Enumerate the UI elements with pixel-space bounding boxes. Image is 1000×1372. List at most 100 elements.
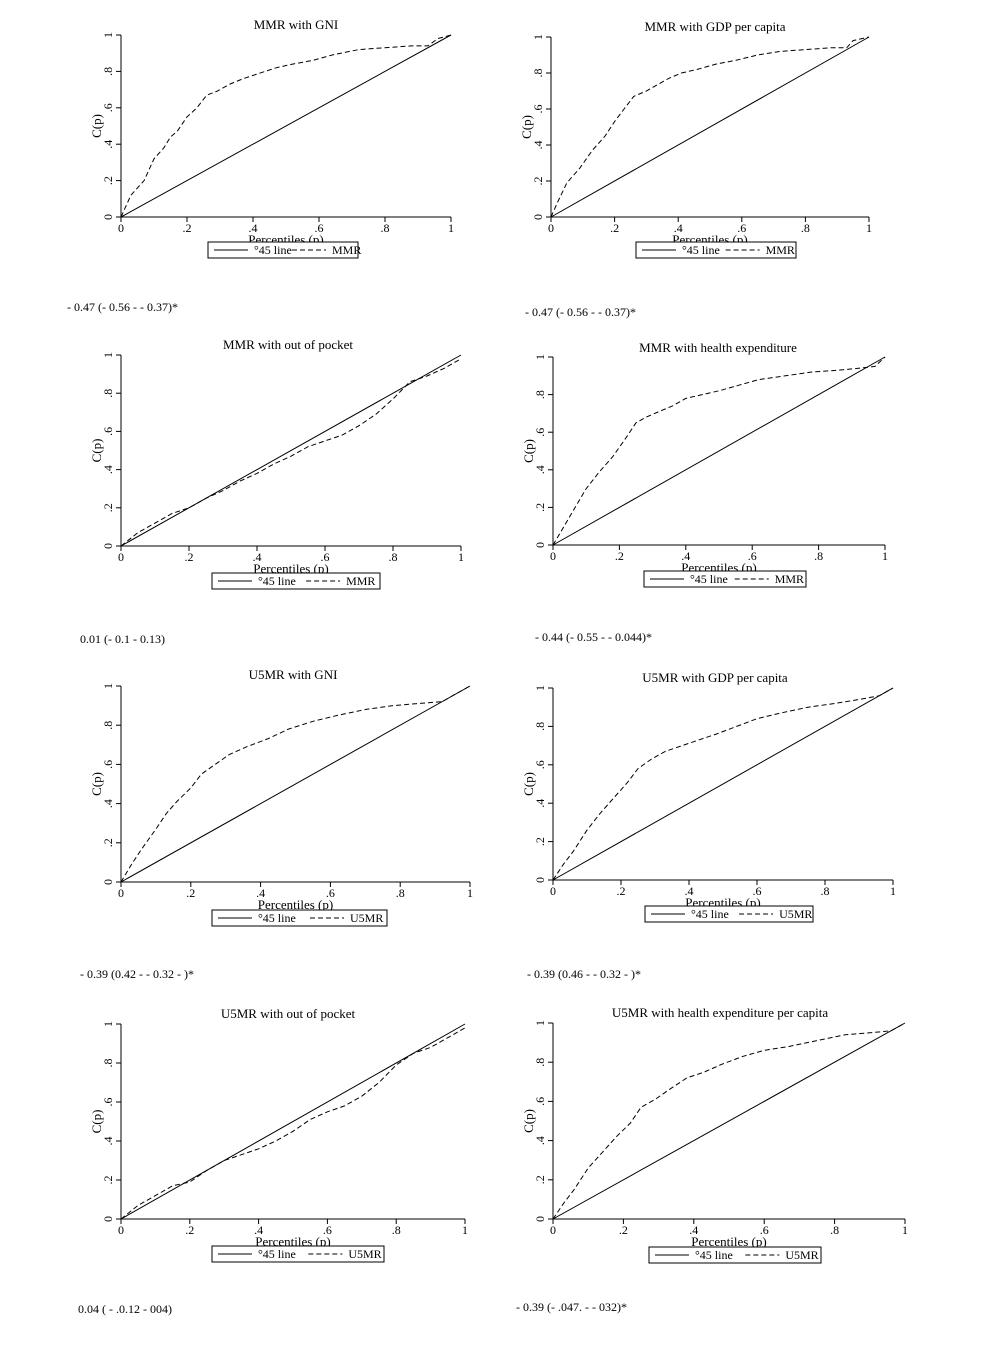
y-tick-label: .6	[101, 760, 115, 769]
y-tick-label: 0	[101, 879, 115, 885]
x-tick-label: 1	[467, 886, 473, 900]
x-tick-label: 1	[448, 221, 454, 235]
series-line-u5mr	[120, 685, 471, 883]
legend-box	[207, 241, 359, 259]
x-tick-label: 0	[118, 550, 124, 564]
x-tick-label: .2	[615, 549, 624, 563]
y-tick-label: .6	[101, 427, 115, 436]
y-tick-label: 1	[533, 1020, 547, 1026]
y-tick-label: 0	[533, 542, 547, 548]
x-tick-label: .2	[183, 221, 192, 235]
x-tick-label: .6	[748, 549, 757, 563]
x-tick-label: .8	[381, 221, 390, 235]
y-tick-label: .8	[531, 69, 545, 78]
legend-label-series: U5MR	[779, 907, 812, 921]
concentration-index-text: - 0.44 (- 0.55 - - 0.044)*	[535, 630, 652, 644]
x-tick-label: 0	[118, 221, 124, 235]
series-line-diagonal	[120, 685, 471, 883]
chart-panel-7: U5MR with out of pocket 0 .2 .4 .6 .8 1 0 .2 .4 .6…	[78, 1006, 468, 1316]
x-tick-label: .4	[249, 221, 258, 235]
x-tick-label: .6	[760, 1223, 769, 1237]
legend-label-series: U5MR	[348, 1247, 381, 1261]
y-tick-label: 1	[533, 354, 547, 360]
x-tick-label: .6	[315, 221, 324, 235]
y-tick-label: .8	[101, 389, 115, 398]
concentration-index-text: 0.04 ( - .0.12 - 004)	[78, 1302, 172, 1316]
chart-title: U5MR with health expenditure per capita	[612, 1005, 828, 1020]
legend-box	[211, 909, 388, 927]
y-axis-label: C(p)	[521, 772, 536, 796]
x-axis-label: Percentiles (p)	[253, 561, 328, 576]
y-tick-label: .4	[101, 465, 115, 474]
x-tick-label: .2	[186, 886, 195, 900]
x-tick-label: .8	[396, 886, 405, 900]
x-axis-label: Percentiles (p)	[258, 897, 333, 912]
chart-title: MMR with GDP per capita	[644, 19, 785, 34]
series-line-diagonal	[120, 34, 452, 218]
series-line-mmr	[550, 36, 870, 218]
chart-panel-6: U5MR with GDP per capita 0 .2 .4 .6 .8 1 0 .2 .4.…	[521, 670, 896, 981]
x-tick-label: .6	[323, 1223, 332, 1237]
y-tick-label: 1	[101, 683, 115, 689]
legend-label-diagonal: °45 line	[258, 911, 296, 925]
y-tick-label: .2	[101, 838, 115, 847]
legend-box	[648, 1246, 822, 1264]
y-tick-label: .6	[531, 105, 545, 114]
x-tick-label: .6	[753, 884, 762, 898]
y-tick-label: 0	[531, 214, 545, 220]
legend-label-diagonal: °45 line	[254, 243, 292, 257]
concentration-index-text: - 0.47 (- 0.56 - - 0.37)*	[67, 300, 178, 314]
y-tick-label: .4	[533, 465, 547, 474]
y-tick-label: 1	[533, 685, 547, 691]
chart-title: U5MR with GNI	[249, 667, 338, 682]
x-tick-label: .8	[392, 1223, 401, 1237]
x-tick-label: 1	[890, 884, 896, 898]
x-tick-label: .2	[617, 884, 626, 898]
x-tick-label: .6	[737, 221, 746, 235]
y-tick-label: 1	[531, 34, 545, 40]
y-tick-label: .2	[101, 1176, 115, 1185]
series-line-u5mr	[120, 1027, 466, 1220]
y-tick-label: .4	[101, 140, 115, 149]
x-tick-label: 1	[882, 549, 888, 563]
y-tick-label: 1	[101, 32, 115, 38]
chart-panel-3: MMR with out of pocket 0 .2 .4 .6 .8 1 0 .2 .4 .6.…	[80, 337, 464, 646]
legend-label-diagonal: °45 line	[690, 572, 728, 586]
x-tick-label: .4	[685, 884, 694, 898]
x-tick-label: .8	[830, 1223, 839, 1237]
series-line-u5mr	[552, 687, 894, 881]
y-tick-label: .8	[533, 1058, 547, 1067]
series-line-diagonal	[552, 1022, 906, 1220]
y-tick-label: .2	[101, 176, 115, 185]
y-tick-label: .4	[533, 1136, 547, 1145]
x-tick-label: .2	[185, 1223, 194, 1237]
x-tick-label: .2	[619, 1223, 628, 1237]
legend-label-diagonal: °45 line	[695, 1248, 733, 1262]
x-tick-label: .8	[801, 221, 810, 235]
series-line-mmr	[120, 34, 452, 218]
y-tick-label: 0	[101, 1216, 115, 1222]
y-tick-label: .4	[533, 799, 547, 808]
y-axis-label: C(p)	[519, 115, 534, 139]
y-axis-label: C(p)	[89, 439, 104, 463]
concentration-index-text: - 0.39 (0.46 - - 0.32 - )*	[527, 967, 641, 981]
x-tick-label: .4	[681, 549, 690, 563]
y-tick-label: .8	[101, 67, 115, 76]
y-tick-label: .8	[533, 390, 547, 399]
series-line-diagonal	[550, 36, 870, 218]
y-tick-label: 1	[101, 1021, 115, 1027]
legend-label-series: MMR	[332, 243, 361, 257]
series-line-mmr	[552, 356, 886, 546]
y-tick-label: .4	[101, 1137, 115, 1146]
y-axis-label: C(p)	[89, 772, 104, 796]
y-tick-label: .2	[533, 837, 547, 846]
x-tick-label: .6	[326, 886, 335, 900]
y-tick-label: .8	[533, 722, 547, 731]
x-tick-label: 0	[118, 1223, 124, 1237]
series-line-diagonal	[552, 356, 886, 546]
y-tick-label: .4	[531, 141, 545, 150]
legend-label-diagonal: °45 line	[258, 1247, 296, 1261]
chart-title: MMR with health expenditure	[639, 340, 797, 355]
chart-panel-8: U5MR with health expenditure per capita 0…	[516, 1005, 908, 1314]
y-tick-label: .2	[531, 177, 545, 186]
